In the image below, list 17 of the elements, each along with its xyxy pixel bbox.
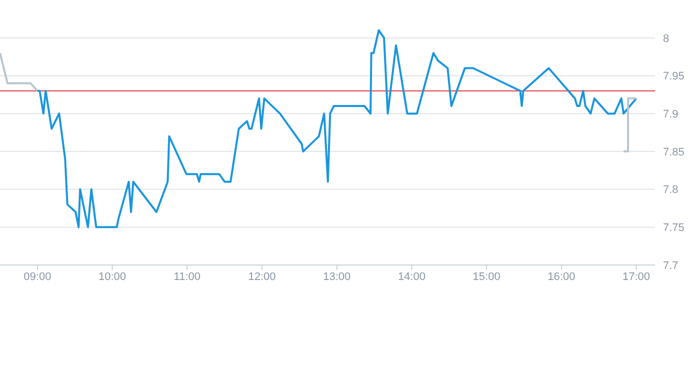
x-tick-label: 09:00 — [24, 270, 52, 283]
x-tick-label: 17:00 — [622, 270, 650, 283]
line-series — [36, 29, 638, 228]
y-tick-label: 7.75 — [663, 222, 684, 234]
y-tick-label: 8 — [663, 32, 670, 45]
x-tick-label: 10:00 — [98, 270, 126, 283]
x-tick-label: 13:00 — [323, 270, 351, 283]
y-tick-label: 7.8 — [663, 184, 678, 196]
y-tick-label: 7.85 — [663, 146, 684, 158]
x-tick-label: 16:00 — [548, 270, 576, 283]
x-tick-label: 11:00 — [174, 270, 200, 283]
x-tick-label: 12:00 — [248, 270, 276, 283]
y-tick-label: 7.95 — [663, 70, 684, 83]
y-tick-label: 7.7 — [663, 260, 678, 272]
x-tick-label: 14:00 — [398, 270, 426, 283]
y-tick-label: 7.9 — [663, 108, 678, 120]
x-tick-label: 15:00 — [472, 270, 500, 283]
